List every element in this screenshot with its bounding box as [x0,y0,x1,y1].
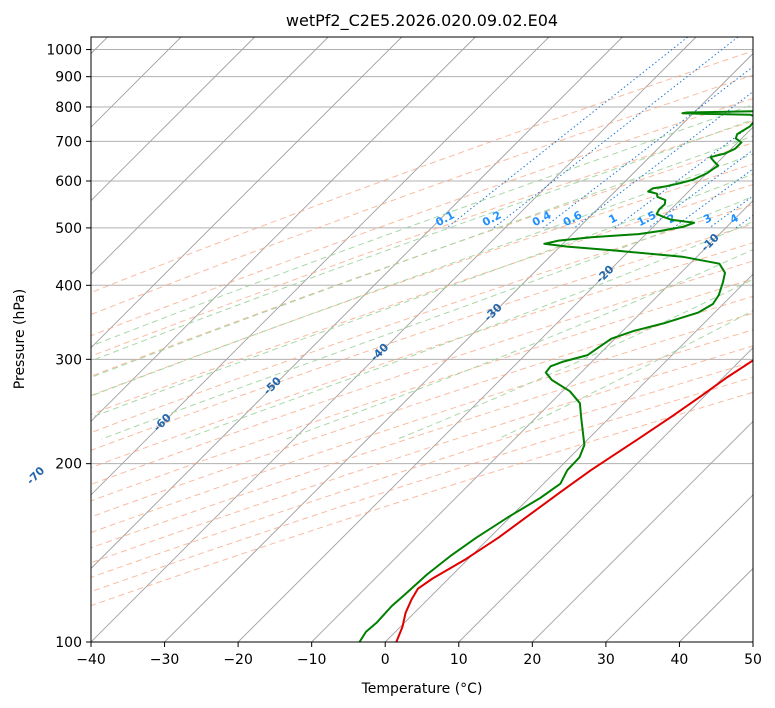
isotherm-line [91,37,697,642]
isotherm-line [384,273,753,642]
mixing-ratio-line [446,37,689,229]
isotherm-line [91,37,550,496]
y-tick-label: 1000 [46,43,82,59]
x-tick-label: 0 [381,652,390,668]
isotherm-line [311,200,753,642]
plot-frame [90,36,754,643]
moist-adiabat [91,153,753,397]
moist-adiabat [285,248,753,440]
moist-adiabat [91,119,753,362]
x-tick-label: 10 [450,652,468,668]
x-tick-label: 20 [523,652,541,668]
y-tick-label: 500 [55,221,82,237]
y-tick-label: 300 [55,352,82,368]
moist-adiabat [497,310,753,440]
y-tick-label: 900 [55,70,82,86]
y-tick-label: 100 [55,635,82,651]
dry-adiabat [91,223,753,451]
dry-adiabat [91,50,753,294]
profile-series [358,110,753,642]
isotherm-line [91,37,329,275]
y-tick-label: 600 [55,174,82,190]
x-axis-label: Temperature (°C) [361,681,483,697]
chart-title: wetPf2_C2E5.2026.020.09.02.E04 [286,11,558,31]
axes: −40 −30 −20 −10 0 10 20 30 40 50 100 200 300 400 500 60… [46,43,762,668]
plot-background [91,37,753,642]
temperature-line [395,359,753,642]
y-tick-label: 400 [55,278,82,294]
isotherm-line [605,494,753,642]
mixing-ratio-line [543,66,753,229]
background-lines [91,37,753,642]
dry-adiabat [91,203,753,434]
isotherm-line [458,347,753,642]
isotherm-line [91,37,476,422]
isotherm-line [91,37,403,349]
moist-adiabat [101,196,753,440]
y-tick-label: 800 [55,100,82,116]
y-tick-label: 700 [55,134,82,150]
dry-adiabat [91,163,753,397]
x-tick-label: 30 [597,652,615,668]
x-tick-label: 40 [671,652,689,668]
x-tick-label: 50 [744,652,762,668]
moist-adiabat [91,104,753,347]
y-tick-label: 200 [55,457,82,473]
x-tick-label: −30 [150,652,180,668]
moist-adiabat [91,135,753,378]
dry-adiabat [91,391,753,607]
dry-adiabat [91,184,753,415]
isotherm-line [164,52,753,642]
x-tick-label: −10 [297,652,327,668]
isotherm-line [91,37,255,202]
dry-adiabat [91,142,753,377]
y-axis-label: Pressure (hPa) [12,289,28,389]
dry-adiabat [91,74,753,316]
dry-adiabat [91,242,753,469]
x-tick-label: −20 [223,652,253,668]
isotherm-line [91,37,623,570]
isotherm-line [237,126,753,642]
dewpoint-line [358,110,753,642]
x-tick-label: −40 [76,652,106,668]
dry-adiabat [91,376,753,593]
moist-adiabat [184,221,753,440]
isotherm-line [532,420,753,642]
